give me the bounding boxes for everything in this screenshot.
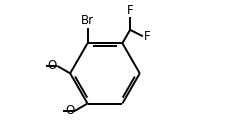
Text: F: F (126, 4, 133, 17)
Text: F: F (143, 30, 149, 43)
Text: Br: Br (81, 14, 94, 27)
Text: O: O (47, 59, 56, 72)
Text: O: O (65, 104, 74, 117)
